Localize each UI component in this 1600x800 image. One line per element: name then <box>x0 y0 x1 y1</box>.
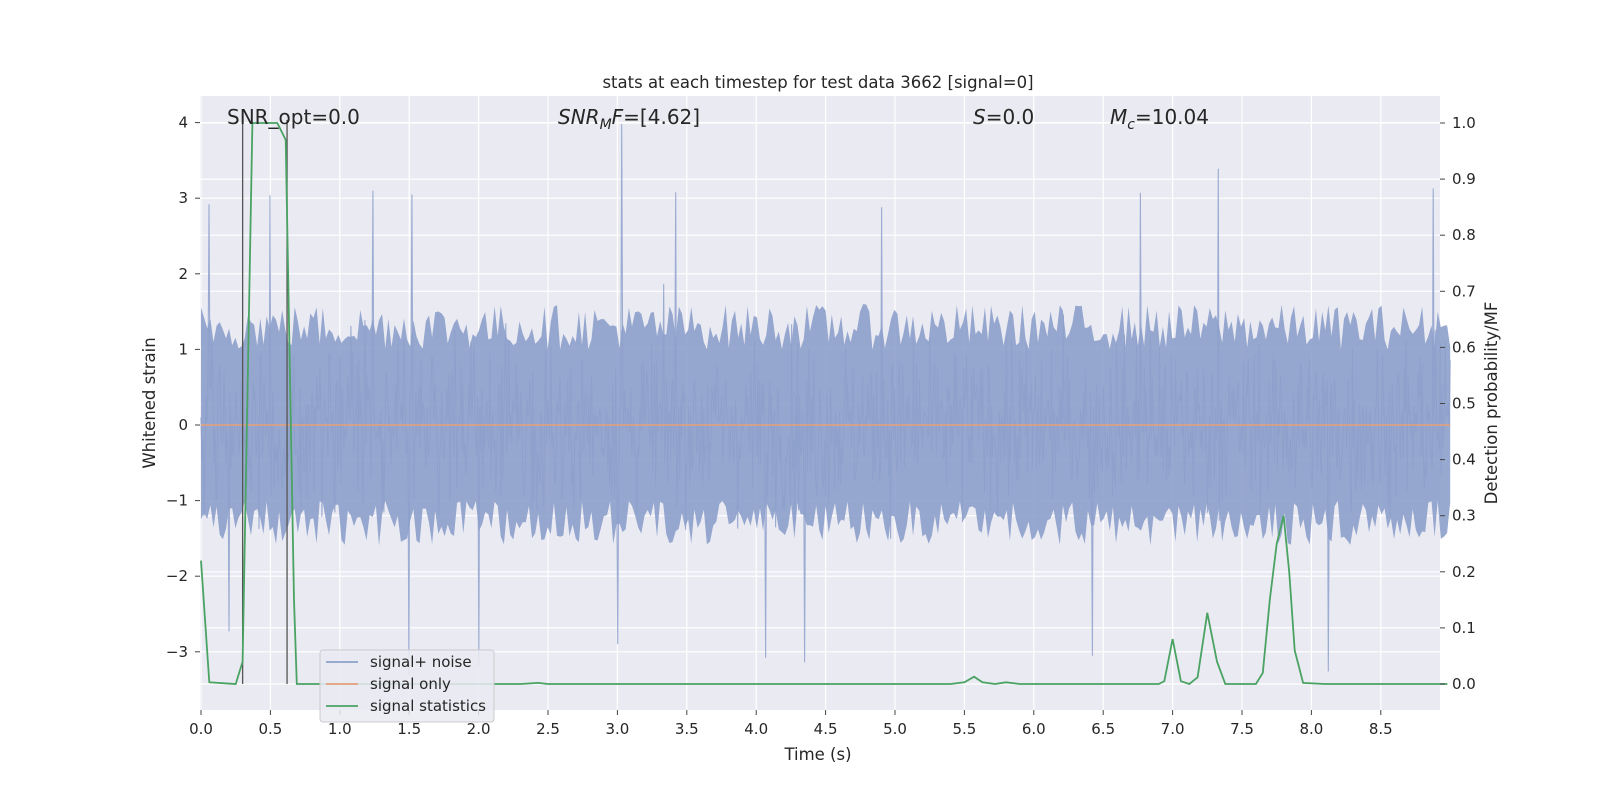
y-right-tick-label: 0.1 <box>1452 619 1476 637</box>
y-right-tick-label: 0.2 <box>1452 563 1476 581</box>
x-tick-label: 2.0 <box>467 720 491 738</box>
y-left-tick-label: 2 <box>178 265 188 283</box>
y-left-tick-label: 3 <box>178 189 188 207</box>
x-axis-label: Time (s) <box>783 745 851 764</box>
x-tick-label: 1.5 <box>397 720 421 738</box>
legend: signal+ noise signal only signal statist… <box>319 649 495 723</box>
x-tick-label: 3.5 <box>675 720 699 738</box>
x-tick-label: 0.0 <box>189 720 213 738</box>
s-value: =0.0 <box>986 105 1035 129</box>
signal-statistics-line <box>200 122 1448 686</box>
y-right-tick-labels: 1.0 0.9 0.8 0.7 0.6 0.5 0.4 0.3 0.2 0.1 0.0 <box>1440 114 1476 693</box>
chart-title: stats at each timestep for test data 366… <box>602 73 1033 92</box>
annotation-snr-opt: SNR_opt=0.0 <box>227 105 360 129</box>
y-right-tick-label: 0.7 <box>1452 282 1476 300</box>
x-tick-labels: 0.0 0.5 1.0 1.5 2.0 2.5 3.0 3.5 4.0 4.5 5.0 5.5 6.0 6… <box>189 710 1393 738</box>
y-left-tick-label: 1 <box>178 340 188 358</box>
x-tick-label: 1.0 <box>328 720 352 738</box>
annotation-mc: Mc=10.04 <box>1110 105 1209 133</box>
y-left-tick-label: 0 <box>178 416 188 434</box>
y-left-tick-label: −1 <box>166 492 188 510</box>
x-tick-label: 5.0 <box>883 720 907 738</box>
y-right-tick-label: 0.8 <box>1452 226 1476 244</box>
y-right-tick-label: 1.0 <box>1452 114 1476 132</box>
x-tick-label: 8.5 <box>1369 720 1393 738</box>
legend-label-statistics: signal statistics <box>370 697 486 715</box>
s-italic: S <box>973 105 986 129</box>
y-right-tick-label: 0.6 <box>1452 338 1476 356</box>
y-right-tick-label: 0.3 <box>1452 507 1476 525</box>
x-tick-label: 5.5 <box>952 720 976 738</box>
y-left-tick-label: 4 <box>178 114 188 132</box>
y-left-tick-label: −2 <box>166 567 188 585</box>
x-tick-label: 6.0 <box>1022 720 1046 738</box>
x-tick-label: 7.5 <box>1230 720 1254 738</box>
snr-mf-value: =[4.62] <box>623 105 700 129</box>
x-tick-label: 2.5 <box>536 720 560 738</box>
mc-value: =10.04 <box>1135 105 1209 129</box>
y-left-tick-labels: 4 3 2 1 0 −1 −2 −3 <box>166 114 200 661</box>
snr-mf-italic2: F <box>612 105 624 129</box>
x-tick-label: 7.0 <box>1161 720 1185 738</box>
x-tick-label: 6.5 <box>1091 720 1115 738</box>
mc-subscript: c <box>1127 117 1135 133</box>
y-right-tick-label: 0.0 <box>1452 675 1476 693</box>
mc-italic: M <box>1110 105 1127 129</box>
legend-label-noise: signal+ noise <box>370 653 472 671</box>
annotation-snr-mf: SNRMF=[4.62] <box>558 105 700 133</box>
snr-mf-italic: SNR <box>558 105 600 129</box>
y-left-axis-label: Whitened strain <box>140 337 159 468</box>
snr-mf-subscript: M <box>600 117 612 133</box>
y-right-tick-label: 0.9 <box>1452 170 1476 188</box>
y-right-tick-label: 0.5 <box>1452 395 1476 413</box>
x-tick-label: 4.0 <box>744 720 768 738</box>
annotation-s: S=0.0 <box>973 105 1034 129</box>
y-left-tick-label: −3 <box>166 643 188 661</box>
x-tick-label: 4.5 <box>814 720 838 738</box>
legend-box <box>319 649 495 723</box>
x-tick-label: 3.0 <box>605 720 629 738</box>
x-tick-label: 8.0 <box>1299 720 1323 738</box>
y-right-tick-label: 0.4 <box>1452 451 1476 469</box>
x-tick-label: 0.5 <box>258 720 282 738</box>
legend-label-signal-only: signal only <box>370 675 451 693</box>
y-right-axis-label: Detection probability/MF <box>1482 302 1501 505</box>
